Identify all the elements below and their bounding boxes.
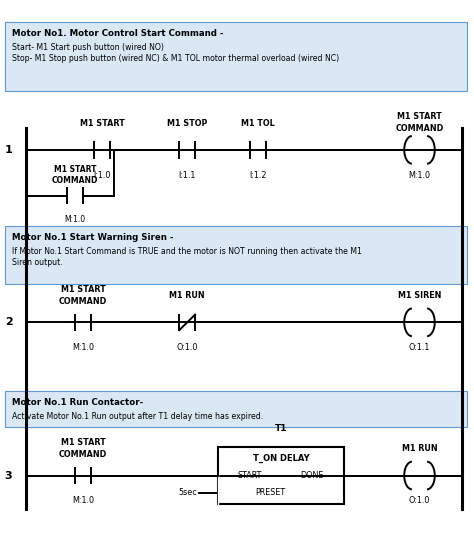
Text: COMMAND: COMMAND (52, 176, 98, 185)
Text: PRESET: PRESET (255, 488, 286, 498)
Text: DONE: DONE (301, 471, 324, 480)
Text: Siren output.: Siren output. (12, 258, 63, 267)
Bar (5, 22, 467, 91)
Text: I:1.0: I:1.0 (93, 171, 110, 180)
Text: M1 TOL: M1 TOL (241, 119, 275, 128)
Text: M1 START: M1 START (61, 285, 105, 294)
Text: I:1.2: I:1.2 (250, 171, 267, 180)
Text: Stop- M1 Stop push button (wired NC) & M1 TOL motor thermal overload (wired NC): Stop- M1 Stop push button (wired NC) & M… (12, 54, 339, 63)
Text: M:1.0: M:1.0 (409, 171, 430, 180)
Text: M1 START: M1 START (397, 112, 442, 121)
Text: M:1.0: M:1.0 (72, 496, 94, 505)
Text: M:1.0: M:1.0 (72, 343, 94, 352)
Text: COMMAND: COMMAND (395, 125, 444, 133)
Text: COMMAND: COMMAND (59, 297, 107, 306)
Text: M1 SIREN: M1 SIREN (398, 291, 441, 300)
Text: M1 START: M1 START (61, 438, 105, 447)
Bar (5, 226, 467, 284)
Text: 2: 2 (5, 317, 12, 327)
Text: Motor No1. Motor Control Start Command -: Motor No1. Motor Control Start Command - (12, 29, 223, 37)
Text: O:1.0: O:1.0 (409, 496, 430, 505)
Text: M1 STOP: M1 STOP (167, 119, 208, 128)
Text: Start- M1 Start push button (wired NO): Start- M1 Start push button (wired NO) (12, 43, 164, 52)
Text: O:1.0: O:1.0 (176, 343, 198, 352)
Text: Motor No.1 Start Warning Siren -: Motor No.1 Start Warning Siren - (12, 233, 173, 241)
Bar (5, 391, 467, 427)
Text: I:1.1: I:1.1 (179, 171, 196, 180)
Text: M1 RUN: M1 RUN (169, 291, 205, 300)
Text: M1 RUN: M1 RUN (401, 445, 438, 453)
Text: T_ON DELAY: T_ON DELAY (253, 453, 309, 463)
Text: 1: 1 (5, 145, 12, 155)
Bar (218, 446, 344, 505)
Text: 3: 3 (5, 471, 12, 480)
Text: M1 START: M1 START (54, 165, 96, 174)
Text: O:1.1: O:1.1 (409, 343, 430, 352)
Text: COMMAND: COMMAND (59, 450, 107, 459)
Text: 5sec: 5sec (178, 488, 197, 498)
Text: Motor No.1 Run Contactor-: Motor No.1 Run Contactor- (12, 398, 143, 407)
Text: Activate Motor No.1 Run output after T1 delay time has expired.: Activate Motor No.1 Run output after T1 … (12, 412, 263, 421)
Text: T1: T1 (274, 424, 287, 433)
Text: If Motor No.1 Start Command is TRUE and the motor is NOT running then activate t: If Motor No.1 Start Command is TRUE and … (12, 247, 362, 256)
Text: M:1.0: M:1.0 (64, 215, 85, 224)
Text: START: START (237, 471, 262, 480)
Text: M1 START: M1 START (80, 119, 124, 128)
